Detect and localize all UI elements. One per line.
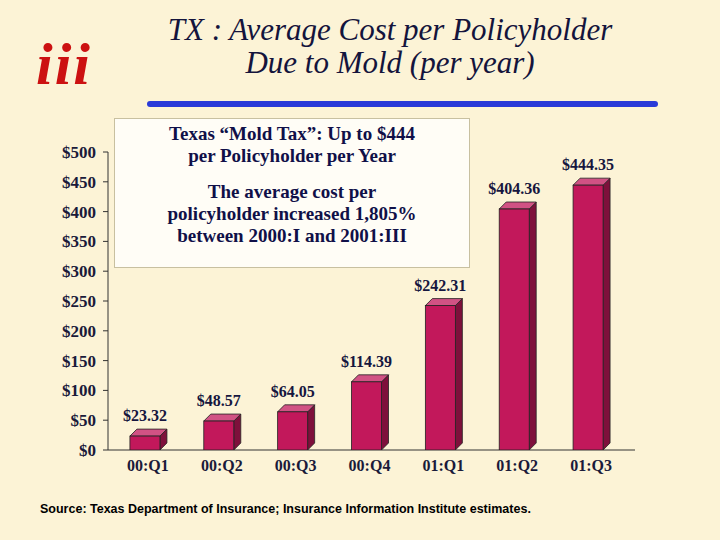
y-tick-label: $0 — [79, 441, 96, 460]
source: Source: Texas Department of Insurance; I… — [40, 502, 531, 516]
x-tick-label: 01:Q3 — [570, 457, 612, 474]
y-tick — [103, 241, 108, 242]
y-tick — [103, 390, 108, 391]
y-tick — [103, 152, 108, 153]
logo: iii — [36, 31, 92, 97]
y-tick-label: $500 — [62, 143, 96, 162]
x-tick-label: 01:Q1 — [422, 457, 464, 474]
data-label: $114.39 — [341, 353, 392, 370]
bar-top — [425, 299, 462, 306]
annotation-box: Texas “Mold Tax”: Up to $444 per Policyh… — [114, 118, 470, 268]
bar-top — [130, 429, 167, 436]
bar-side — [308, 405, 315, 450]
x-tick-label: 00:Q3 — [275, 457, 317, 474]
data-label: $48.57 — [197, 392, 241, 409]
x-tick-label: 00:Q2 — [201, 457, 243, 474]
bar — [352, 382, 382, 450]
bar — [278, 412, 308, 450]
y-tick — [103, 181, 108, 182]
y-tick-label: $250 — [62, 292, 96, 311]
y-tick-label: $50 — [71, 411, 97, 430]
bar — [573, 185, 603, 450]
y-tick — [103, 271, 108, 272]
bar-top — [204, 414, 241, 421]
data-label: $23.32 — [123, 407, 167, 424]
annotation: Texas “Mold Tax”: Up to $444 per Policyh… — [115, 123, 469, 167]
title: TX : Average Cost per PolicyholderDue to… — [168, 12, 613, 80]
y-tick-label: $400 — [62, 203, 96, 222]
y-tick — [103, 420, 108, 421]
y-tick-label: $350 — [62, 232, 96, 251]
x-tick-label: 00:Q4 — [349, 457, 391, 474]
bar — [499, 209, 529, 450]
bar-side — [603, 178, 610, 450]
y-tick — [103, 211, 108, 212]
y-tick — [103, 301, 108, 302]
bar-top — [573, 178, 610, 185]
title-line: Due to Mold (per year) — [244, 45, 534, 80]
y-tick — [103, 450, 108, 451]
bar — [425, 306, 455, 450]
data-label: $64.05 — [271, 383, 315, 400]
bar — [204, 421, 234, 450]
bar-side — [455, 299, 462, 450]
data-label: $444.35 — [562, 156, 614, 173]
annotation: The average cost per policyholder increa… — [115, 181, 469, 247]
x-tick-label: 01:Q2 — [496, 457, 538, 474]
y-tick-label: $100 — [62, 381, 96, 400]
data-label: $404.36 — [488, 180, 540, 197]
bar-top — [278, 405, 315, 412]
y-tick — [103, 330, 108, 331]
y-tick-label: $300 — [62, 262, 96, 281]
bar-top — [499, 202, 536, 209]
y-tick-label: $450 — [62, 173, 96, 192]
bar — [130, 436, 160, 450]
bar-top — [352, 375, 389, 382]
y-tick-label: $150 — [62, 352, 96, 371]
title-line: TX : Average Cost per Policyholder — [168, 12, 613, 47]
bar-side — [529, 202, 536, 450]
data-label: $242.31 — [414, 277, 466, 294]
y-tick-label: $200 — [62, 322, 96, 341]
y-tick — [103, 360, 108, 361]
chart: iii TX : Average Cost per PolicyholderDue… — [0, 0, 720, 540]
bar-side — [382, 375, 389, 450]
title-rule — [150, 101, 655, 107]
x-tick-label: 00:Q1 — [127, 457, 169, 474]
